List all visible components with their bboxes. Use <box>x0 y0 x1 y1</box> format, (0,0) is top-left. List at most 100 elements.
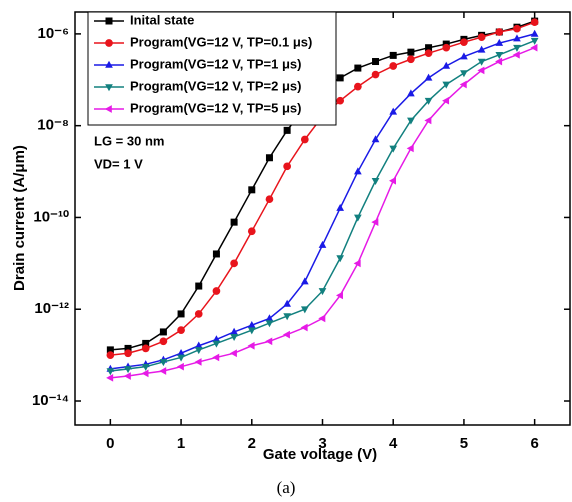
legend-marker <box>105 17 113 25</box>
marker <box>530 37 539 45</box>
marker <box>336 203 345 211</box>
marker <box>177 310 185 318</box>
marker <box>124 366 132 374</box>
marker <box>230 259 238 268</box>
marker <box>354 64 362 72</box>
x-tick-label: 5 <box>460 435 468 452</box>
marker <box>477 33 486 41</box>
marker <box>177 326 185 335</box>
marker <box>212 250 220 258</box>
marker <box>513 24 521 33</box>
y-axis-title: Drain current (A/μm) <box>11 145 28 291</box>
y-tick-label: 10⁻¹² <box>34 300 69 317</box>
marker <box>459 80 467 89</box>
marker <box>407 48 415 56</box>
marker <box>159 328 167 336</box>
marker <box>247 341 255 350</box>
marker <box>300 277 309 285</box>
marker <box>124 349 132 358</box>
marker <box>283 162 291 171</box>
marker <box>442 81 451 89</box>
marker <box>495 28 504 36</box>
marker <box>106 368 115 376</box>
marker <box>477 66 485 75</box>
marker <box>247 320 256 328</box>
marker <box>336 74 344 82</box>
marker <box>318 288 327 296</box>
marker <box>354 82 362 91</box>
marker <box>336 255 345 263</box>
marker <box>371 177 380 185</box>
marker <box>212 340 221 348</box>
marker <box>460 38 468 47</box>
marker <box>442 96 450 105</box>
x-tick-label: 6 <box>530 435 538 452</box>
marker <box>300 306 309 314</box>
marker <box>424 49 433 58</box>
marker <box>283 299 291 307</box>
marker <box>425 44 433 52</box>
legend-marker <box>105 60 113 68</box>
marker <box>513 44 521 52</box>
marker <box>477 45 486 53</box>
marker <box>300 323 308 332</box>
legend-label: Program(VG=12 V, TP=5 μs) <box>130 100 302 115</box>
marker <box>354 167 362 175</box>
marker <box>106 346 114 354</box>
marker <box>389 176 397 185</box>
marker <box>248 186 256 194</box>
marker <box>212 335 221 343</box>
marker <box>106 373 114 382</box>
marker <box>159 367 167 375</box>
legend-marker <box>105 39 113 47</box>
marker <box>336 96 345 105</box>
marker <box>389 145 398 153</box>
marker <box>477 58 486 66</box>
marker <box>141 344 150 353</box>
marker <box>265 195 274 204</box>
x-tick-label: 1 <box>177 435 185 452</box>
legend-box <box>87 11 337 126</box>
marker <box>177 349 185 357</box>
marker <box>247 327 256 335</box>
marker <box>195 282 203 290</box>
marker <box>247 227 256 236</box>
marker <box>335 291 343 300</box>
marker <box>123 372 131 380</box>
marker <box>194 347 203 355</box>
marker <box>389 51 397 59</box>
x-tick-label: 4 <box>389 435 398 452</box>
marker <box>194 341 203 349</box>
marker <box>318 314 326 323</box>
marker <box>265 320 274 328</box>
marker <box>371 135 380 143</box>
marker <box>530 18 539 27</box>
legend-label: Inital state <box>130 12 194 27</box>
marker <box>407 55 415 64</box>
marker <box>354 214 362 222</box>
marker <box>442 43 451 52</box>
marker <box>212 287 221 295</box>
marker <box>512 50 520 59</box>
y-tick-label: 10⁻¹⁰ <box>33 208 69 225</box>
marker <box>282 330 290 339</box>
marker <box>442 61 451 69</box>
marker <box>389 62 398 70</box>
legend-label: Program(VG=12 V, TP=1 μs) <box>130 56 302 71</box>
marker <box>141 369 149 378</box>
x-axis-title: Gate voltage (V) <box>263 446 377 463</box>
caption: (a) <box>277 478 296 497</box>
marker <box>283 313 291 321</box>
marker <box>177 354 185 362</box>
marker <box>124 344 132 352</box>
marker <box>194 310 203 318</box>
marker <box>265 314 274 322</box>
y-tick-label: 10⁻⁶ <box>37 25 69 42</box>
marker <box>141 363 150 371</box>
marker <box>424 73 433 81</box>
legend-marker <box>104 105 112 113</box>
marker <box>230 218 238 226</box>
marker <box>407 89 415 97</box>
marker <box>318 240 327 248</box>
